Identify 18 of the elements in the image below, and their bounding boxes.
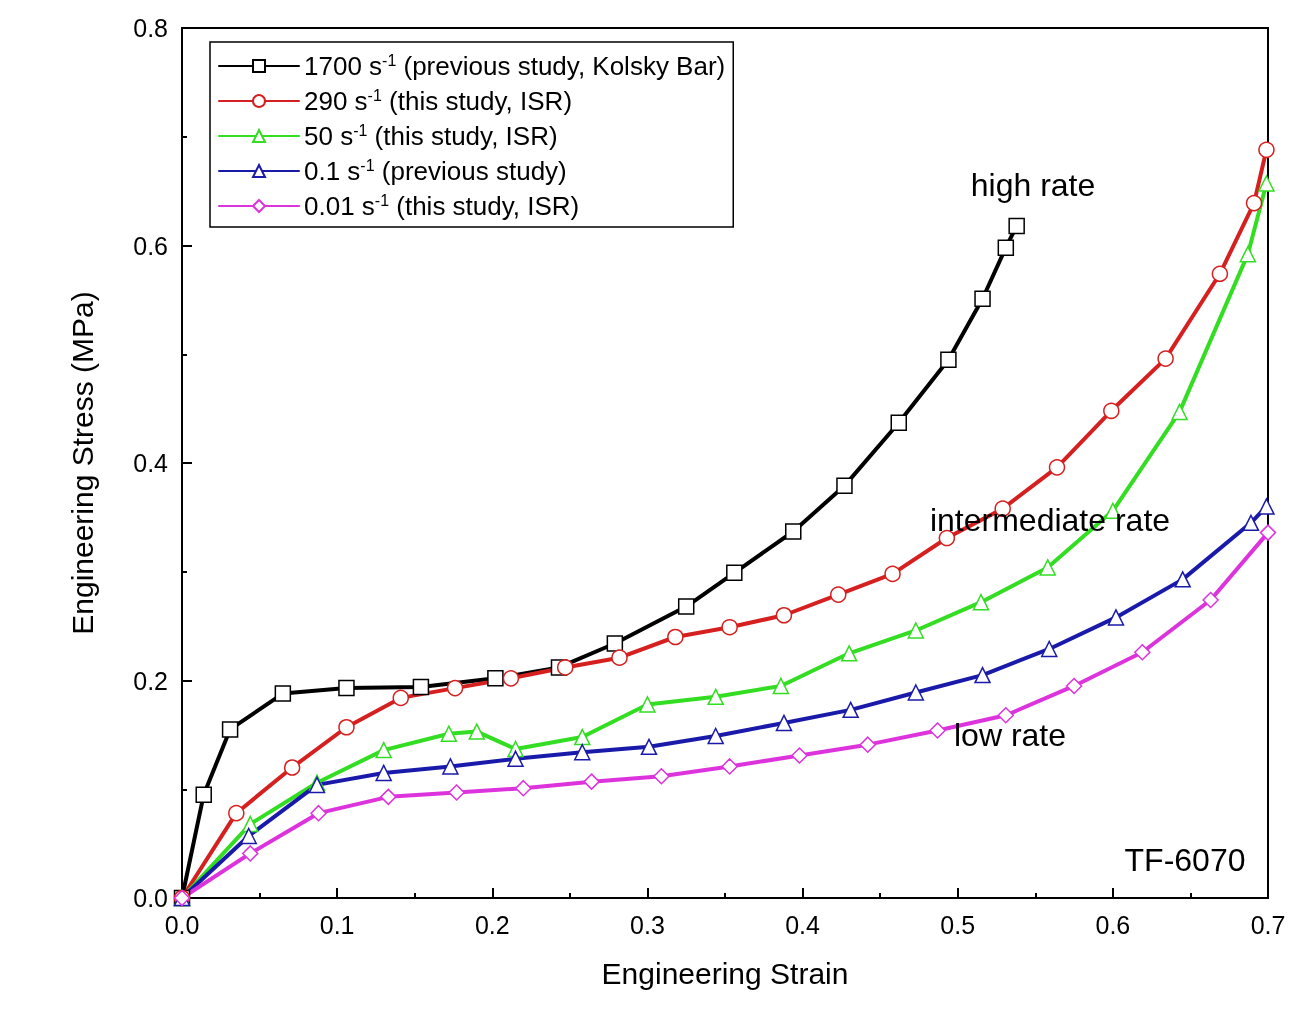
annotation: TF-6070 — [1124, 842, 1246, 878]
x-tick-label: 0.3 — [630, 910, 665, 939]
x-tick-label: 0.1 — [319, 910, 355, 939]
y-axis-title: Engineering Stress (MPa) — [65, 291, 99, 635]
y-tick-label: 0.6 — [133, 231, 168, 260]
x-tick-label: 0.5 — [940, 910, 976, 939]
x-tick-label: 0.0 — [164, 910, 200, 939]
x-tick-label: 0.4 — [785, 910, 821, 939]
y-tick-label: 0.4 — [133, 449, 169, 477]
y-tick-label: 0.8 — [133, 14, 168, 42]
annotation: low rate — [953, 717, 1067, 753]
x-tick-label: 0.6 — [1095, 910, 1131, 939]
y-tick-label: 0.2 — [133, 666, 168, 695]
annotation: high rate — [970, 167, 1096, 203]
x-tick-label: 0.2 — [474, 910, 510, 939]
y-tick-label: 0.0 — [133, 884, 168, 912]
x-axis-title: Engineering Strain — [601, 956, 849, 990]
x-tick-label: 0.7 — [1250, 910, 1286, 939]
